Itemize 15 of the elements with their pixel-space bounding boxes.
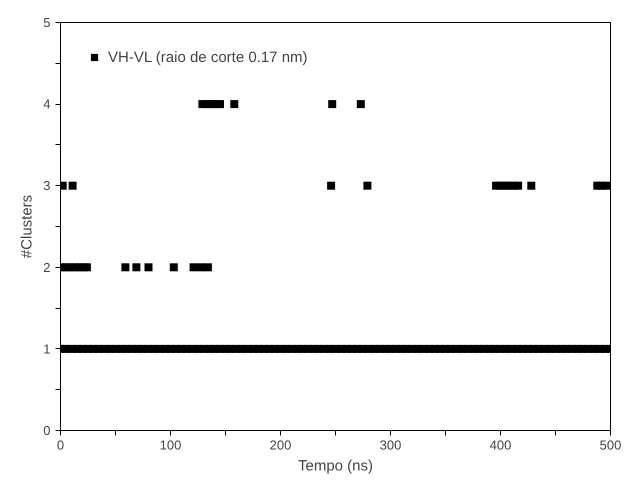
- x-tick-label: 200: [270, 438, 292, 452]
- x-tick-label: 100: [160, 438, 182, 452]
- y-tick-label: 1: [43, 341, 51, 356]
- y-axis-title: #Clusters: [18, 194, 36, 258]
- y-tick-label: 5: [43, 15, 51, 30]
- x-axis-title: Tempo (ns): [298, 458, 374, 474]
- y-tick-label: 4: [43, 96, 51, 112]
- y-tick-label: 2: [43, 260, 51, 275]
- x-tick-label: 400: [490, 438, 512, 452]
- x-tick-label: 300: [380, 438, 402, 452]
- x-tick-label: 500: [600, 438, 622, 452]
- legend-label: VH-VL (raio de corte 0.17 nm): [108, 48, 308, 66]
- y-tick-label: 0: [43, 423, 51, 438]
- y-tick-label: 3: [43, 178, 51, 194]
- x-tick-label: 0: [56, 438, 64, 452]
